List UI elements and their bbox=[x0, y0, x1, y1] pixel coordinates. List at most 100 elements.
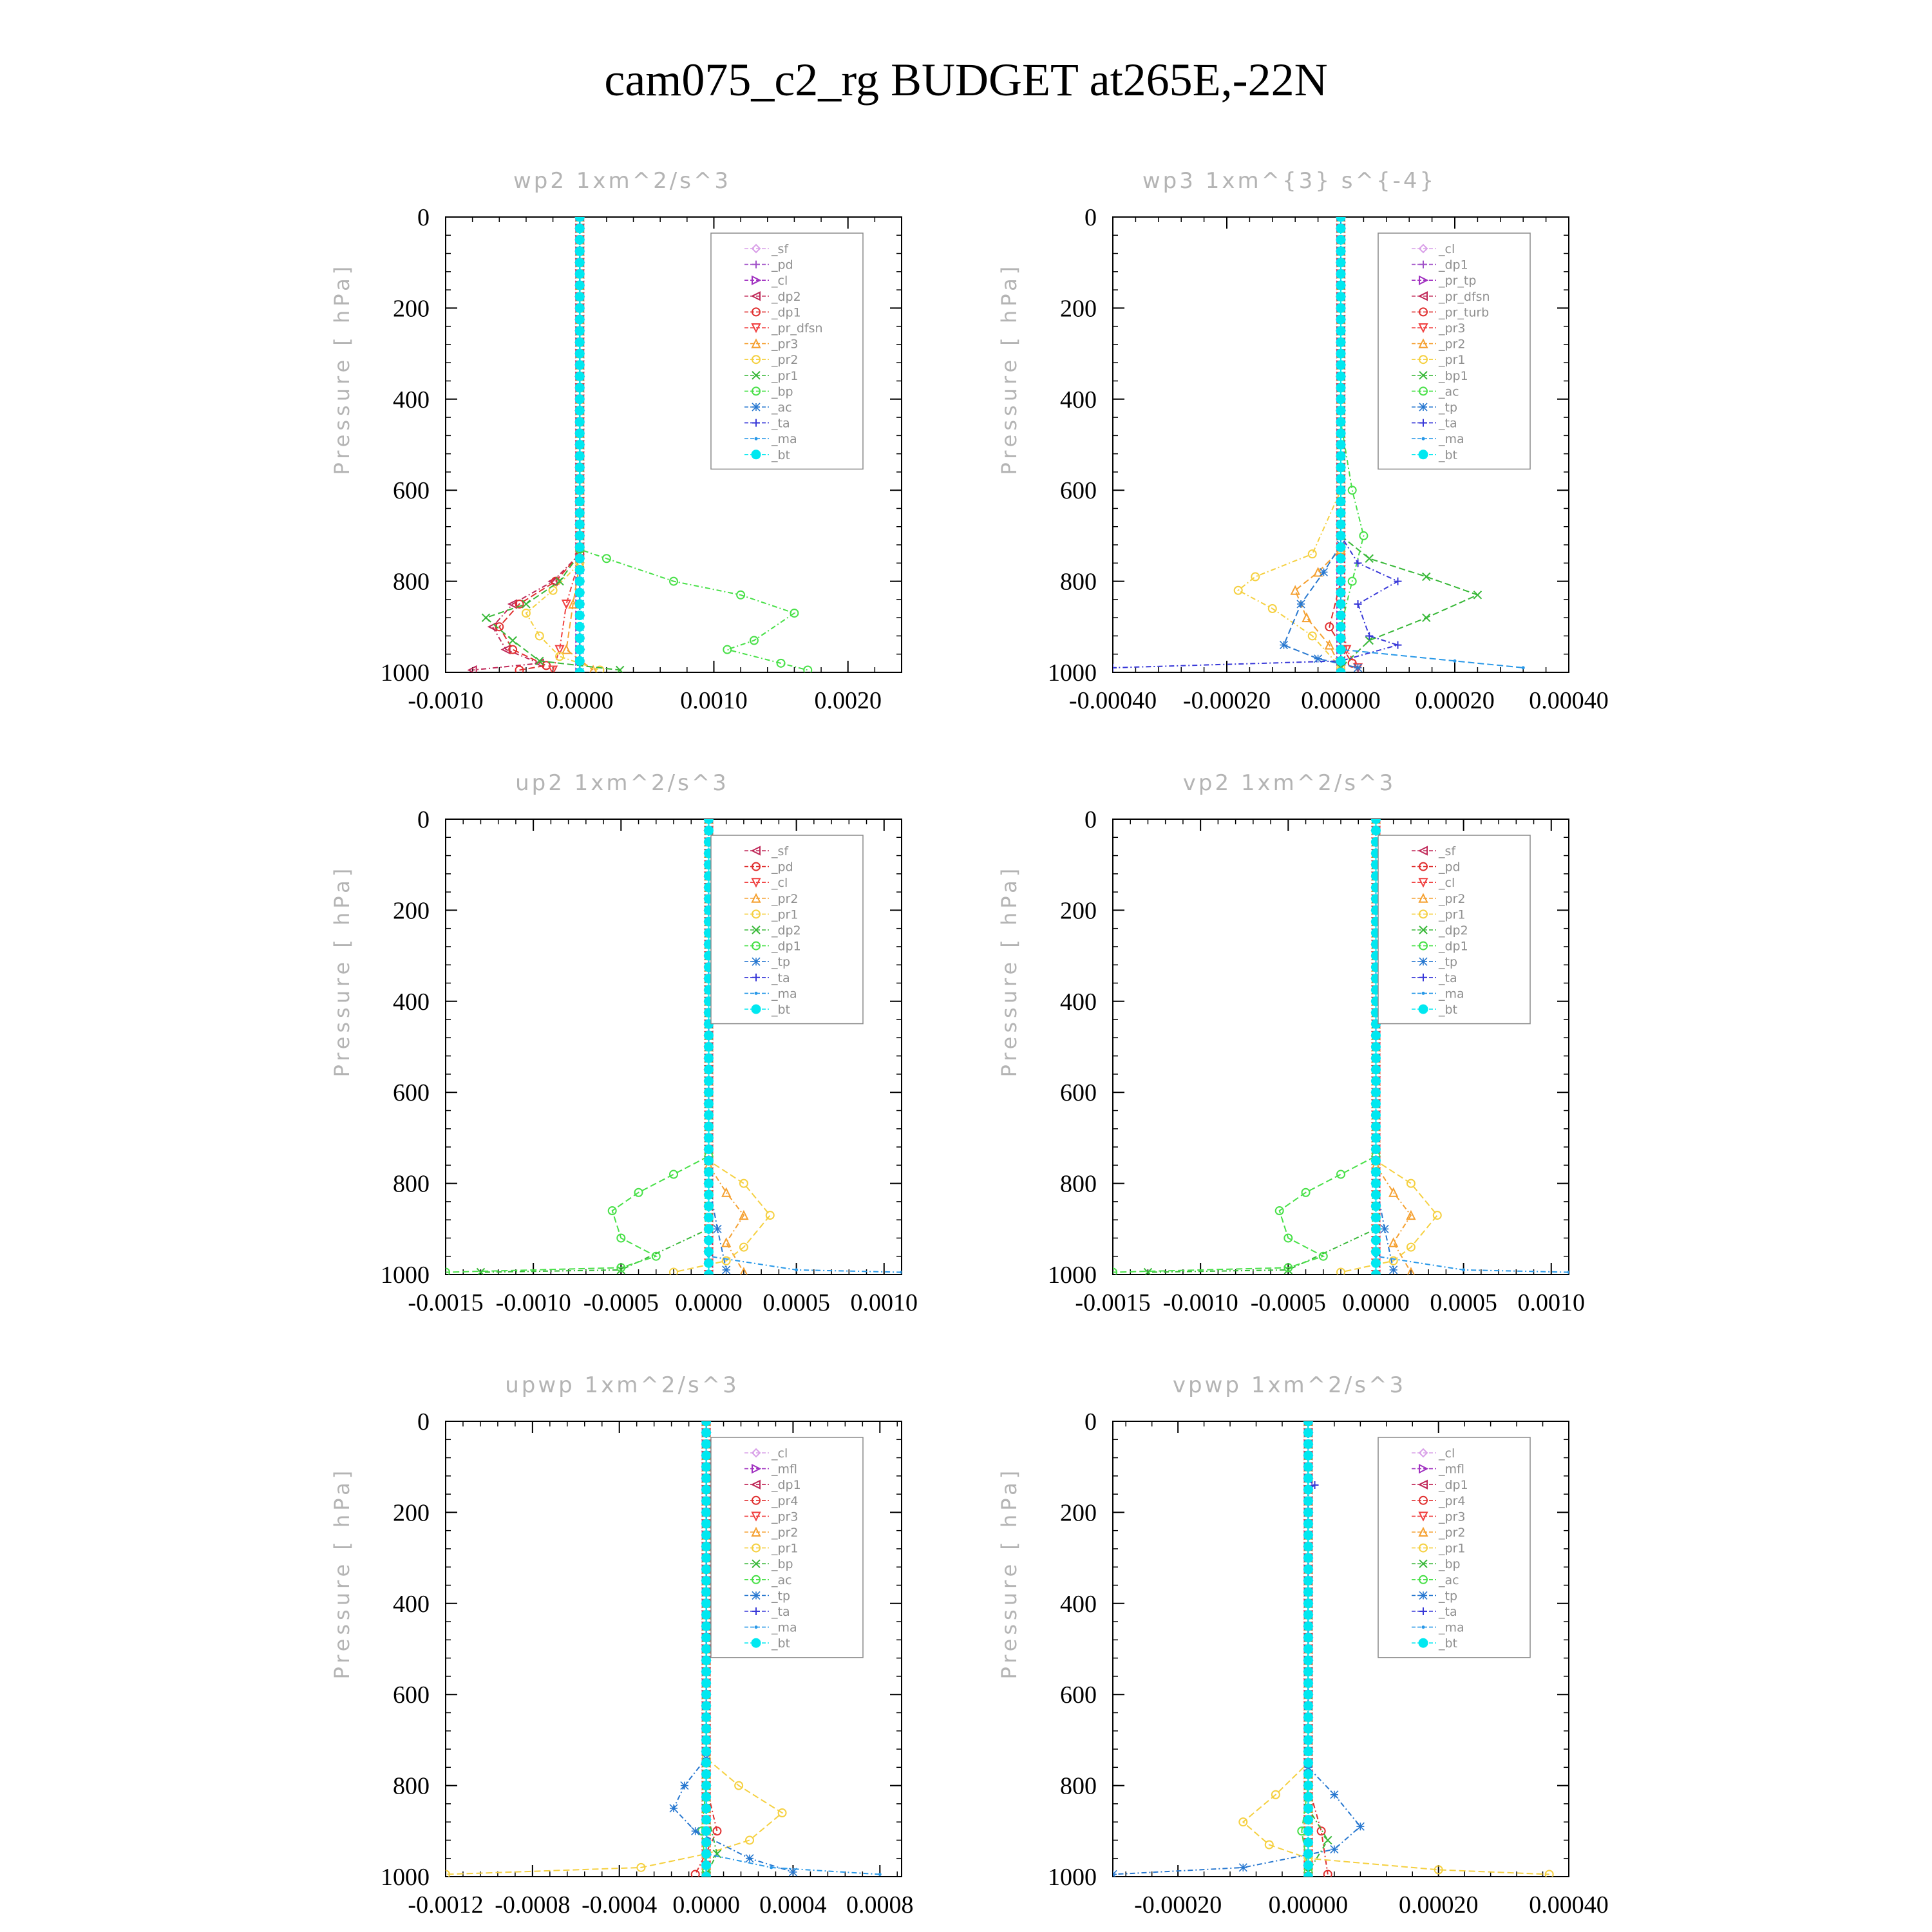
legend-entry: _cl bbox=[744, 274, 788, 288]
legend-marker bbox=[1421, 991, 1425, 995]
data-point bbox=[703, 1144, 714, 1155]
data-point bbox=[1370, 1213, 1381, 1223]
data-point bbox=[547, 665, 558, 672]
data-point bbox=[1283, 1263, 1293, 1273]
legend-marker bbox=[752, 973, 760, 981]
data-point bbox=[1330, 1790, 1339, 1799]
data-point bbox=[1370, 1030, 1381, 1041]
data-point bbox=[1336, 576, 1346, 587]
data-point bbox=[1370, 1201, 1381, 1211]
data-point bbox=[1314, 654, 1323, 663]
panel-title: vp2 1xm^2/s^3 bbox=[1183, 770, 1396, 796]
x-tick-label: 0.0000 bbox=[546, 687, 614, 714]
data-point bbox=[1370, 1076, 1381, 1086]
data-point bbox=[1370, 1179, 1381, 1189]
legend-marker bbox=[751, 1004, 761, 1014]
data-point bbox=[1388, 1256, 1398, 1265]
legend-marker bbox=[752, 957, 761, 966]
data-point bbox=[669, 1804, 678, 1813]
data-point bbox=[1359, 531, 1368, 540]
data-point bbox=[616, 1233, 626, 1243]
y-tick-label: 800 bbox=[393, 1171, 430, 1198]
legend-label: _ta bbox=[771, 417, 790, 431]
data-point bbox=[701, 1530, 712, 1540]
legend-marker bbox=[1419, 1495, 1428, 1505]
data-point bbox=[574, 269, 585, 279]
data-point bbox=[669, 1170, 678, 1179]
legend-entry: _pr3 bbox=[1412, 1510, 1465, 1524]
data-point bbox=[601, 554, 611, 564]
y-tick-label: 600 bbox=[393, 1079, 430, 1106]
series-line bbox=[1113, 819, 1377, 1273]
legend-marker bbox=[1418, 1526, 1428, 1537]
data-point bbox=[1370, 1167, 1381, 1177]
data-point bbox=[701, 1609, 712, 1620]
y-tick-label: 400 bbox=[1060, 989, 1097, 1016]
data-point bbox=[669, 576, 678, 586]
x-tick-label: 0.0010 bbox=[680, 687, 748, 714]
legend-label: _pr2 bbox=[1438, 337, 1465, 352]
data-point bbox=[1394, 577, 1402, 585]
legend-label: _bt bbox=[771, 1003, 790, 1017]
data-point bbox=[1370, 826, 1381, 836]
legend-entry: _pr2 bbox=[744, 892, 798, 906]
legend-marker bbox=[751, 893, 761, 903]
legend-label: _bt bbox=[771, 1636, 790, 1651]
y-axis-label: Pressure [ hPa] bbox=[997, 1467, 1021, 1680]
data-point bbox=[1336, 348, 1346, 359]
data-point bbox=[790, 609, 799, 618]
data-point bbox=[574, 645, 585, 655]
legend-marker bbox=[751, 243, 761, 254]
data-point bbox=[1336, 314, 1346, 325]
legend-marker bbox=[754, 991, 758, 995]
data-point bbox=[703, 1087, 714, 1097]
data-point bbox=[701, 1496, 712, 1506]
legend-marker bbox=[1419, 862, 1428, 871]
legend-entry: _tp bbox=[1412, 1589, 1457, 1603]
data-point bbox=[522, 600, 531, 609]
x-tick-label: -0.00020 bbox=[1134, 1891, 1222, 1918]
data-point bbox=[701, 1815, 712, 1825]
data-point bbox=[701, 1860, 712, 1870]
data-point bbox=[542, 661, 551, 670]
legend-marker bbox=[751, 1448, 761, 1458]
data-point bbox=[1336, 462, 1346, 473]
legend: _cl _mfl_dp1 _pr4 _pr3 _pr2 _pr1_bp _ac _tp _ta _… bbox=[710, 1437, 864, 1658]
data-point bbox=[701, 1871, 712, 1877]
y-tick-label: 800 bbox=[1060, 1773, 1097, 1800]
legend-marker bbox=[1419, 1559, 1428, 1568]
data-point bbox=[616, 1263, 626, 1273]
y-tick-label: 0 bbox=[417, 1408, 430, 1435]
legend-marker bbox=[1417, 846, 1428, 856]
legend-entry: _pr_dfsn bbox=[1412, 290, 1490, 304]
data-point bbox=[1521, 666, 1525, 670]
legend-marker bbox=[1418, 450, 1428, 460]
legend-entry: _dp1 bbox=[1412, 258, 1468, 272]
y-tick-label: 400 bbox=[1060, 386, 1097, 413]
legend-marker bbox=[752, 371, 761, 380]
legend-entry: _pd bbox=[1412, 860, 1461, 875]
y-tick-label: 600 bbox=[1060, 1079, 1097, 1106]
series-line bbox=[1113, 1421, 1361, 1875]
data-point bbox=[1544, 1870, 1554, 1877]
data-point bbox=[554, 645, 565, 655]
legend-entry: _pr_dfsn bbox=[744, 321, 823, 336]
data-point bbox=[515, 599, 524, 609]
data-point bbox=[1389, 1265, 1398, 1274]
legend-label: _ta bbox=[771, 971, 790, 985]
legend-label: _dp1 bbox=[1438, 258, 1468, 272]
data-point bbox=[701, 1598, 712, 1609]
legend-label: _pr1 bbox=[771, 369, 798, 383]
legend-entry: _tp bbox=[744, 1589, 790, 1603]
data-point bbox=[1336, 269, 1346, 279]
data-point bbox=[1303, 1837, 1313, 1848]
legend-entry: _ma bbox=[744, 1621, 797, 1635]
x-tick-label: -0.0010 bbox=[408, 687, 483, 714]
legend-label: _dp1 bbox=[1438, 940, 1468, 954]
data-point bbox=[703, 1258, 714, 1268]
data-point bbox=[574, 371, 585, 381]
y-tick-label: 800 bbox=[1060, 1171, 1097, 1198]
data-point bbox=[1347, 486, 1357, 495]
legend-entry: _bt bbox=[744, 448, 790, 462]
legend-entry: _ma bbox=[1412, 432, 1464, 446]
